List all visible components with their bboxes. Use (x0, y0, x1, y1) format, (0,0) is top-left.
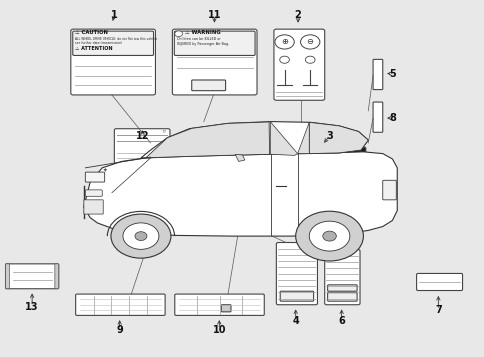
Text: 3: 3 (326, 131, 332, 141)
FancyBboxPatch shape (280, 291, 313, 301)
Polygon shape (146, 122, 269, 158)
Circle shape (305, 56, 315, 63)
FancyBboxPatch shape (73, 31, 153, 55)
Polygon shape (141, 122, 367, 158)
Text: 11: 11 (207, 10, 221, 20)
FancyBboxPatch shape (382, 180, 395, 200)
Text: 4: 4 (292, 316, 299, 326)
Circle shape (279, 56, 289, 63)
FancyBboxPatch shape (5, 264, 59, 289)
FancyBboxPatch shape (174, 294, 264, 316)
Polygon shape (309, 122, 367, 154)
Circle shape (111, 214, 170, 258)
Text: 2: 2 (294, 10, 301, 20)
FancyBboxPatch shape (324, 250, 359, 305)
FancyBboxPatch shape (76, 294, 165, 316)
Text: 24 hours: 24 hours (309, 149, 326, 153)
Circle shape (295, 211, 363, 261)
Text: ROADSIDE 1-800-CHEV USA: ROADSIDE 1-800-CHEV USA (290, 157, 358, 161)
Circle shape (135, 232, 147, 241)
FancyBboxPatch shape (85, 172, 105, 182)
Circle shape (174, 31, 182, 37)
Text: 13: 13 (25, 302, 39, 312)
FancyBboxPatch shape (327, 285, 356, 291)
FancyBboxPatch shape (71, 29, 155, 95)
Circle shape (123, 223, 159, 249)
FancyBboxPatch shape (327, 293, 356, 301)
FancyBboxPatch shape (276, 242, 317, 305)
Text: ALL WHEEL DRIVE VEHICLE: do not flat tow this vehicle: ALL WHEEL DRIVE VEHICLE: do not flat tow… (75, 37, 157, 41)
Text: INJURED by Passenger Air Bag.: INJURED by Passenger Air Bag. (176, 42, 228, 46)
Text: 9: 9 (116, 325, 123, 335)
FancyBboxPatch shape (85, 190, 102, 196)
Text: ✦: ✦ (102, 167, 107, 172)
FancyBboxPatch shape (288, 147, 365, 164)
Circle shape (300, 35, 319, 49)
FancyBboxPatch shape (273, 29, 324, 100)
FancyBboxPatch shape (372, 102, 382, 132)
FancyBboxPatch shape (150, 157, 166, 166)
FancyBboxPatch shape (416, 273, 462, 291)
Text: 77: 77 (161, 130, 166, 134)
FancyBboxPatch shape (221, 305, 230, 312)
Circle shape (309, 221, 349, 251)
Text: 12: 12 (136, 131, 150, 141)
Text: 10: 10 (212, 325, 226, 335)
Text: ⚠ ATTENTION: ⚠ ATTENTION (75, 46, 113, 51)
Text: ⊖: ⊖ (306, 37, 313, 46)
Text: see further data (transmission): see further data (transmission) (75, 41, 122, 45)
FancyBboxPatch shape (372, 59, 382, 90)
Text: 1: 1 (111, 10, 118, 20)
Polygon shape (270, 122, 297, 155)
Text: ⊕: ⊕ (281, 37, 287, 46)
FancyBboxPatch shape (290, 149, 307, 162)
Text: 6: 6 (337, 316, 344, 326)
Text: Children can be KILLED or: Children can be KILLED or (176, 37, 220, 41)
FancyBboxPatch shape (114, 129, 169, 168)
Polygon shape (84, 152, 396, 236)
FancyBboxPatch shape (84, 200, 103, 214)
FancyBboxPatch shape (55, 264, 59, 289)
FancyBboxPatch shape (191, 80, 225, 91)
Text: 5: 5 (388, 69, 395, 79)
Polygon shape (235, 154, 244, 161)
Text: ⚠ WARNING: ⚠ WARNING (184, 30, 220, 35)
Circle shape (274, 35, 294, 49)
Text: 7: 7 (434, 305, 441, 315)
FancyBboxPatch shape (5, 264, 9, 289)
Polygon shape (297, 122, 309, 154)
Circle shape (322, 231, 335, 241)
FancyBboxPatch shape (174, 31, 255, 55)
Text: 8: 8 (388, 113, 395, 123)
FancyBboxPatch shape (172, 29, 257, 95)
Text: ⚠ CAUTION: ⚠ CAUTION (75, 30, 108, 35)
